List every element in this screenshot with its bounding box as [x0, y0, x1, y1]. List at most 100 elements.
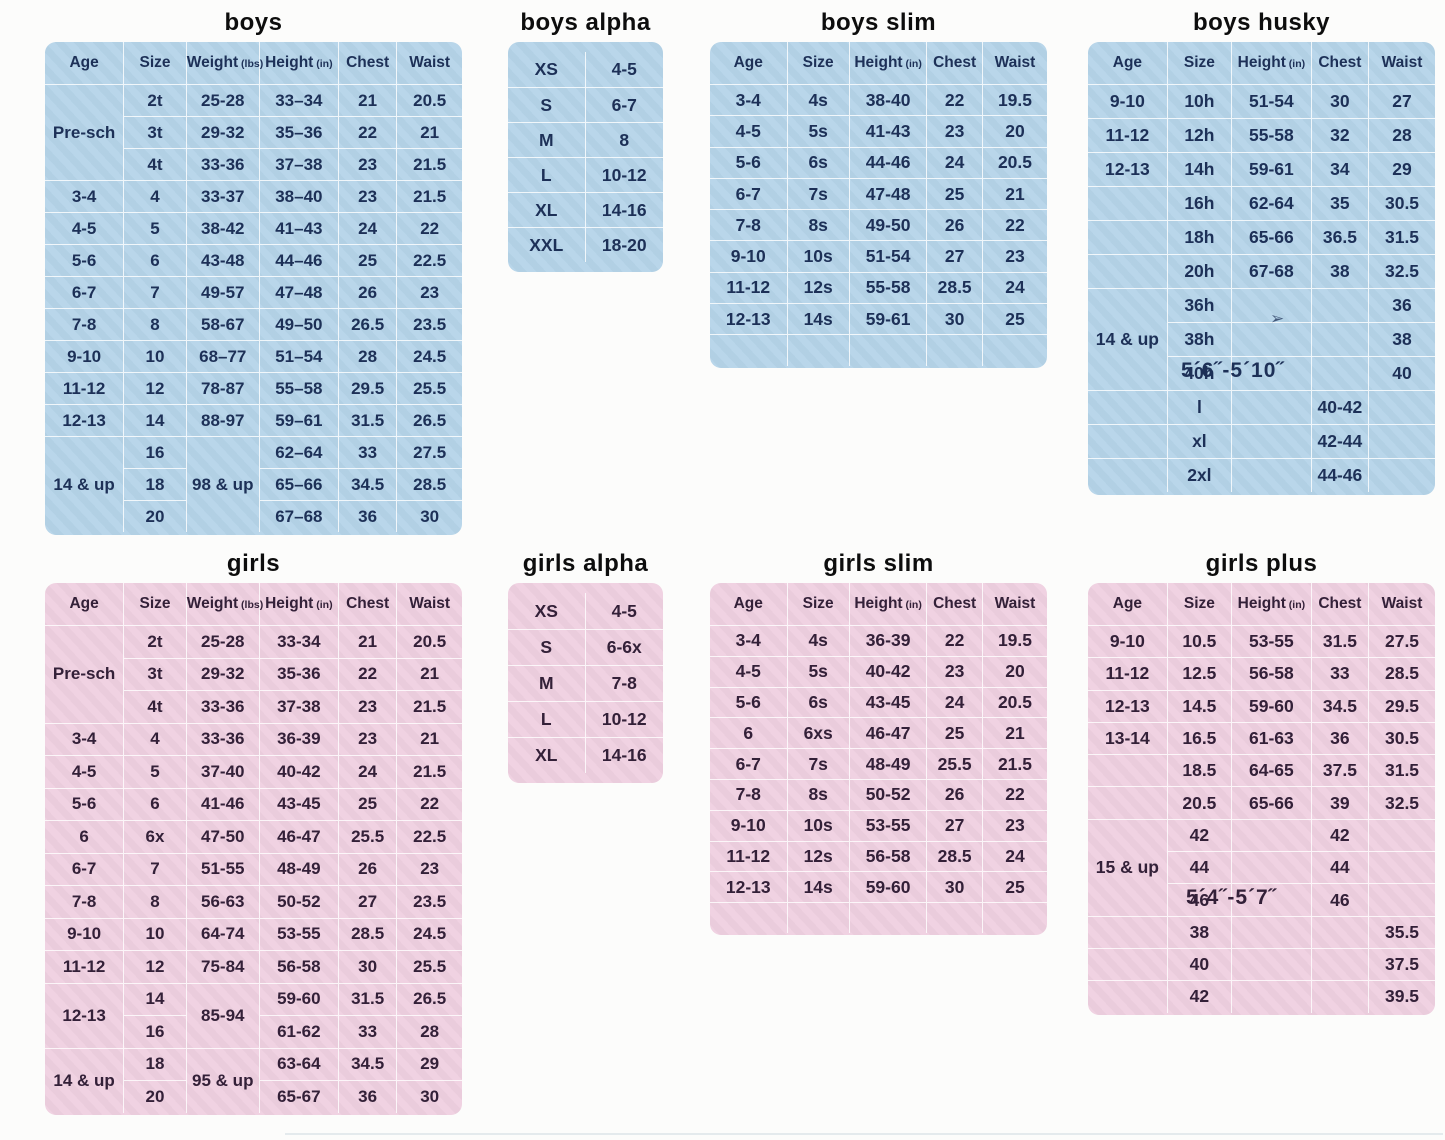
table-row: 12-13 14 88-97 59–61 31.5 26.5	[45, 404, 462, 436]
table-cell: 20	[982, 655, 1047, 687]
table-cell: 38–40	[259, 180, 339, 212]
table-cell: 4-5	[45, 212, 125, 244]
table-cell	[982, 902, 1047, 933]
table-row: 6 6x 47-50 46-47 25.5 22.5	[45, 820, 462, 853]
table-cell: 7-8	[585, 665, 663, 701]
table-cell: 29-32	[186, 657, 260, 690]
table-cell: 31.5	[338, 404, 398, 436]
table-cell: 46	[1311, 883, 1370, 916]
boys-slim-title: boys slim	[820, 9, 937, 36]
table-cell: 35.5	[1369, 915, 1435, 948]
table-row	[710, 334, 1047, 366]
girls-plus-size-table: Age Size Height (in) Chest Waist 9-10 10.5 53-5…	[1088, 583, 1435, 1013]
column-header: Height (in)	[260, 583, 339, 625]
table-cell	[927, 334, 983, 366]
table-cell: 36h	[1167, 288, 1232, 322]
table-cell: 19.5	[982, 84, 1047, 115]
table-cell: 14 & up	[45, 1047, 125, 1113]
table-row: 12-13 14.5 59-60 34.5 29.5	[1088, 689, 1435, 722]
table-row: 3t 29-32 35-36 22 21	[45, 657, 462, 690]
table-cell: 12-13	[710, 871, 788, 903]
table-cell: 5s	[787, 115, 850, 147]
table-cell: 4-5	[710, 655, 788, 687]
table-cell: 21.5	[397, 148, 462, 180]
table-cell	[1231, 390, 1312, 424]
table-cell: 8	[124, 308, 187, 340]
table-cell: 6	[45, 820, 125, 853]
table-row: 3-4 4 33-36 36-39 23 21	[45, 722, 462, 755]
table-row: 13-14 16.5 61-63 36 30.5	[1088, 721, 1435, 755]
table-cell	[1231, 818, 1312, 852]
column-header: Waist	[409, 595, 451, 612]
table-cell: 4t	[124, 690, 187, 723]
table-cell: 88-97	[186, 404, 260, 436]
table-cell: 22	[397, 787, 462, 821]
table-cell: L	[508, 157, 586, 192]
table-cell: 18.5	[1167, 754, 1232, 787]
table-row: 11-12 12s 56-58 28.5 24	[710, 840, 1047, 872]
table-cell: 33–34	[259, 84, 339, 116]
table-cell: 24	[338, 755, 398, 788]
table-row: 12-13 14h 59-61 34 29	[1088, 152, 1435, 186]
table-cell: 7-8	[710, 209, 788, 241]
table-cell: 61-63	[1231, 721, 1312, 755]
table-cell: 8s	[787, 778, 850, 810]
table-cell: 28	[397, 1015, 462, 1048]
table-row: S 6-7	[508, 87, 663, 122]
table-row: 7-8 8s 50-52 26 22	[710, 778, 1047, 810]
table-cell: 22.5	[397, 820, 462, 853]
table-cell: 18-20	[585, 227, 663, 262]
column-header: Age	[710, 583, 788, 625]
table-cell: 16.5	[1167, 721, 1232, 755]
table-row: 4t 33-36 37–38 23 21.5	[45, 148, 462, 180]
table-row: 6-7 7s 48-49 25.5 21.5	[710, 748, 1047, 779]
table-cell: 3t	[124, 657, 187, 690]
table-cell: 32.5	[1369, 786, 1435, 818]
header-row: Age Size Height (in) Chest Waist	[710, 583, 1047, 625]
table-row: 11-12 12 78-87 55–58 29.5 25.5	[45, 372, 462, 404]
table-cell: 53-55	[849, 809, 928, 841]
table-cell: 6	[124, 787, 187, 820]
table-cell: 6-7	[710, 748, 788, 779]
column-header: Chest	[1312, 583, 1370, 625]
column-header: Weight (lbs)	[187, 42, 263, 84]
table-cell: 85-94	[186, 982, 260, 1048]
table-cell: 12-13	[1088, 689, 1168, 722]
table-cell: 5-6	[45, 787, 125, 820]
table-cell: 43-48	[186, 244, 260, 276]
table-cell: 48-49	[849, 748, 928, 779]
table-cell	[927, 902, 983, 933]
table-cell: 40-42	[259, 755, 339, 788]
column-header: Chest	[339, 42, 398, 84]
table-cell: 41-43	[849, 115, 928, 147]
table-cell: 14s	[787, 303, 850, 335]
boys-size-table: Age Size Weight (lbs) Height (in) Chest Waist…	[45, 42, 462, 532]
table-cell: 43-45	[259, 787, 339, 820]
girls-table-section: girls Age Size Weight (lbs) Height (in) Ches…	[45, 547, 462, 1115]
table-row: 12-13 14s 59-60 30 25	[710, 871, 1047, 903]
table-cell: 25.5	[397, 372, 462, 404]
table-row: 11-12 12.5 56-58 33 28.5	[1088, 657, 1435, 690]
table-cell: 32	[1311, 118, 1370, 152]
table-cell: 10s	[787, 809, 850, 841]
table-cell: 14	[124, 404, 187, 436]
table-cell: 21	[982, 717, 1047, 748]
table-cell: 16h	[1167, 186, 1232, 220]
table-cell	[1231, 288, 1312, 322]
table-cell	[1369, 851, 1435, 883]
table-cell: 12-13	[45, 982, 125, 1048]
table-cell: 27.5	[397, 436, 462, 468]
girls-slim-size-table: Age Size Height (in) Chest Waist 3-4 4s 36-39 22…	[710, 583, 1047, 933]
table-cell: 63-64	[259, 1047, 339, 1080]
table-row: 5-6 6 43-48 44–46 25 22.5	[45, 244, 462, 276]
table-cell: 23	[982, 240, 1047, 271]
table-cell: 20.5	[1167, 786, 1232, 819]
table-cell: 26.5	[397, 404, 462, 436]
table-row: l 40-42	[1088, 390, 1435, 424]
girls-slim-title: girls slim	[823, 550, 934, 577]
table-cell: M	[508, 665, 586, 701]
table-cell: 26.5	[397, 982, 462, 1016]
table-cell: 64-74	[186, 917, 260, 950]
column-header: Size	[124, 42, 187, 84]
table-row: 3-4 4s 36-39 22 19.5	[710, 625, 1047, 656]
